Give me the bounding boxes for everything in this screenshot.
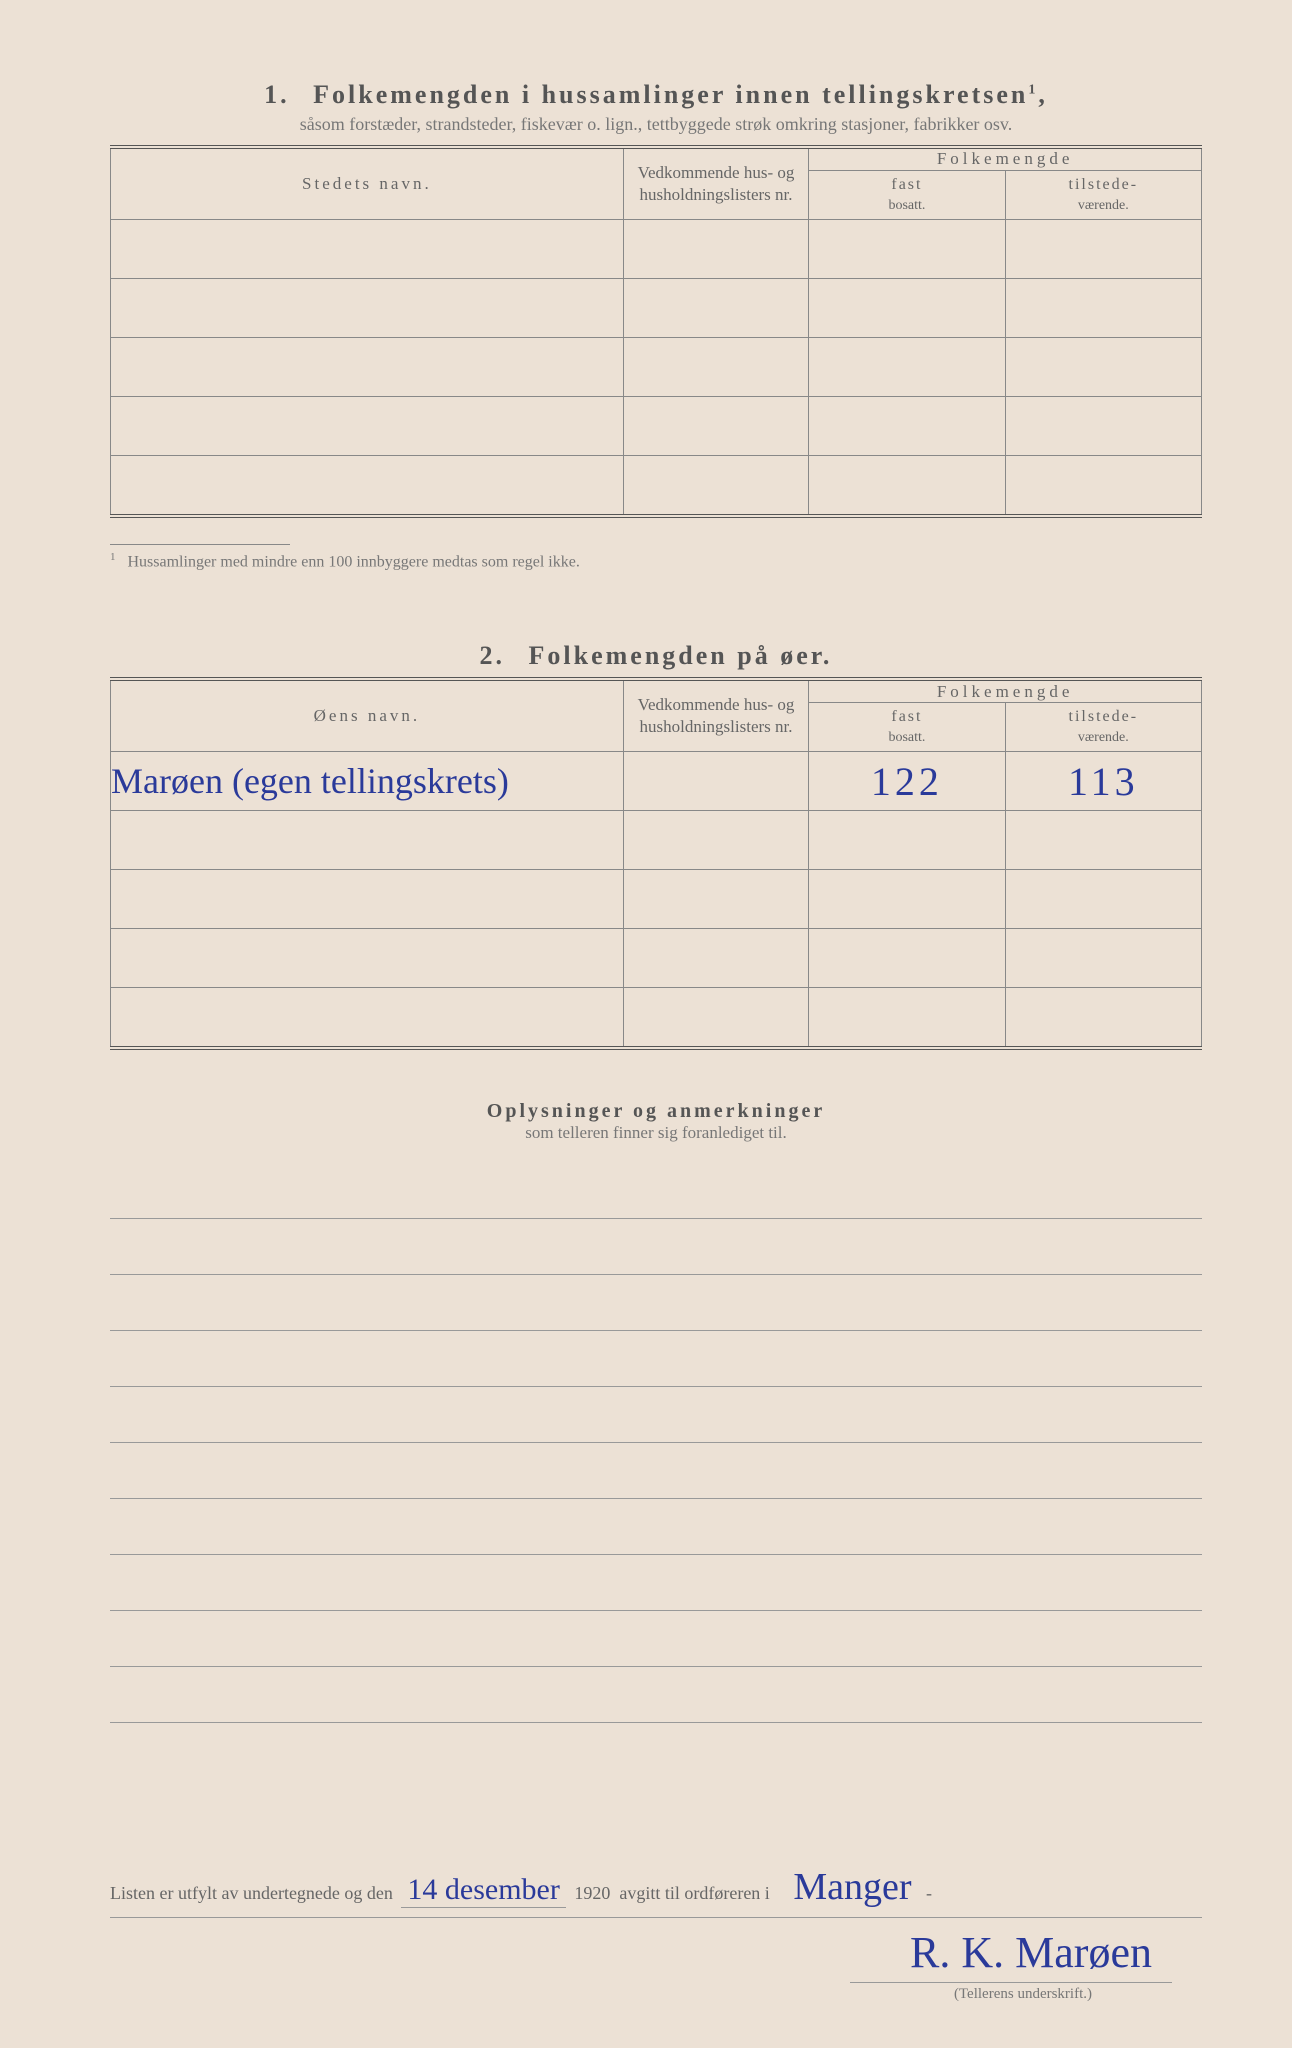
- table-cell: [623, 456, 808, 517]
- sig-year: 1920: [574, 1883, 610, 1903]
- table-cell: [111, 870, 624, 929]
- ruled-line: [110, 1555, 1202, 1611]
- table-cell: [1005, 988, 1201, 1049]
- table-cell: [623, 988, 808, 1049]
- ruled-line: [110, 1387, 1202, 1443]
- remarks-lines: [110, 1163, 1202, 1723]
- section2-table: Øens navn. Vedkommende hus- og husholdni…: [110, 677, 1202, 1050]
- table-cell: [111, 338, 624, 397]
- document-page: 1. Folkemengden i hussamlinger innen tel…: [0, 0, 1292, 2048]
- section1-title: 1. Folkemengden i hussamlinger innen tel…: [110, 80, 1202, 110]
- signature-name: R. K. Marøen: [850, 1927, 1172, 1983]
- signature-line: Listen er utfylt av undertegnede og den …: [110, 1865, 1202, 1918]
- signature-caption: (Tellerens underskrift.): [954, 1986, 1092, 2003]
- table-cell: [111, 220, 624, 279]
- footnote-text: Hussamlinger med mindre enn 100 innbygge…: [128, 553, 580, 570]
- section2-col-til: tilstede- værende.: [1005, 703, 1201, 752]
- table-cell: [809, 338, 1005, 397]
- section1-table: Stedets navn. Vedkommende hus- og hushol…: [110, 145, 1202, 518]
- remarks-title: Oplysninger og anmerkninger: [110, 1100, 1202, 1123]
- table-cell: [809, 456, 1005, 517]
- section2-col-ved: Vedkommende hus- og husholdningslisters …: [623, 679, 808, 752]
- table-cell: [809, 220, 1005, 279]
- table-cell: [809, 397, 1005, 456]
- table-cell: [1005, 279, 1201, 338]
- sig-prefix: Listen er utfylt av undertegnede og den: [110, 1883, 393, 1903]
- section2-col-name: Øens navn.: [111, 679, 624, 752]
- table-cell: [623, 397, 808, 456]
- section2-fast-bot: bosatt.: [809, 730, 1004, 750]
- table-cell: [623, 811, 808, 870]
- table-cell: [809, 811, 1005, 870]
- section2-col-fast: fast bosatt.: [809, 703, 1005, 752]
- table-cell: [623, 752, 808, 811]
- table-cell: [1005, 456, 1201, 517]
- section1-fast-top: fast: [809, 172, 1004, 198]
- table-cell: [809, 279, 1005, 338]
- section1-til-top: tilstede-: [1006, 172, 1201, 198]
- table-cell: [111, 929, 624, 988]
- section1-sup: 1: [1028, 82, 1038, 97]
- sig-place: Manger: [783, 1866, 921, 1908]
- section1-col-fast: fast bosatt.: [809, 170, 1005, 219]
- ruled-line: [110, 1275, 1202, 1331]
- section2-til-bot: værende.: [1006, 730, 1201, 750]
- remarks-subtitle: som telleren finner sig foranlediget til…: [110, 1123, 1202, 1143]
- ruled-line: [110, 1331, 1202, 1387]
- table-cell: [809, 929, 1005, 988]
- ruled-line: [110, 1443, 1202, 1499]
- table-cell: [623, 279, 808, 338]
- section1-col-til: tilstede- værende.: [1005, 170, 1201, 219]
- table-cell: [623, 338, 808, 397]
- table-cell: [111, 811, 624, 870]
- table-cell: [111, 988, 624, 1049]
- section2-title: 2. Folkemengden på øer.: [110, 641, 1202, 671]
- section1-number: 1.: [264, 80, 290, 109]
- section2-number: 2.: [480, 641, 506, 670]
- table-cell: [111, 456, 624, 517]
- row1-name: Marøen (egen tellingskrets): [111, 752, 624, 811]
- row1-til: 113: [1005, 752, 1201, 811]
- section2-til-top: tilstede-: [1006, 704, 1201, 730]
- section1-til-bot: værende.: [1006, 198, 1201, 218]
- section2: 2. Folkemengden på øer. Øens navn. Vedko…: [110, 641, 1202, 1050]
- sig-mid: avgitt til ordføreren i: [619, 1883, 769, 1903]
- table-cell: [1005, 338, 1201, 397]
- table-cell: [809, 870, 1005, 929]
- table-cell: [1005, 929, 1201, 988]
- section2-title-text: Folkemengden på øer.: [529, 641, 833, 670]
- section1-title-text: Folkemengden i hussamlinger innen tellin…: [313, 80, 1028, 109]
- section1-col-ved: Vedkommende hus- og husholdningslisters …: [623, 147, 808, 220]
- table-cell: [623, 929, 808, 988]
- table-cell: [809, 988, 1005, 1049]
- ruled-line: [110, 1163, 1202, 1219]
- ruled-line: [110, 1219, 1202, 1275]
- row1-fast: 122: [809, 752, 1005, 811]
- table-cell: [623, 220, 808, 279]
- ruled-line: [110, 1499, 1202, 1555]
- section1-col-name: Stedets navn.: [111, 147, 624, 220]
- table-cell: [111, 279, 624, 338]
- section2-col-group: Folkemengde: [809, 679, 1202, 702]
- section1-subtitle: såsom forstæder, strandsteder, fiskevær …: [110, 114, 1202, 135]
- section1-footnote: 1 Hussamlinger med mindre enn 100 innbyg…: [110, 551, 1202, 571]
- table-cell: [1005, 811, 1201, 870]
- section1-fast-bot: bosatt.: [809, 198, 1004, 218]
- footnote-marker: 1: [110, 551, 116, 563]
- ruled-line: [110, 1611, 1202, 1667]
- sig-date: 14 desember: [401, 1873, 565, 1908]
- table-cell: [1005, 220, 1201, 279]
- footnote-rule: [110, 544, 290, 545]
- section2-fast-top: fast: [809, 704, 1004, 730]
- table-cell: [111, 397, 624, 456]
- section1-col-group: Folkemengde: [809, 147, 1202, 170]
- ruled-line: [110, 1667, 1202, 1723]
- table-cell: [1005, 397, 1201, 456]
- table-cell: [1005, 870, 1201, 929]
- table-cell: [623, 870, 808, 929]
